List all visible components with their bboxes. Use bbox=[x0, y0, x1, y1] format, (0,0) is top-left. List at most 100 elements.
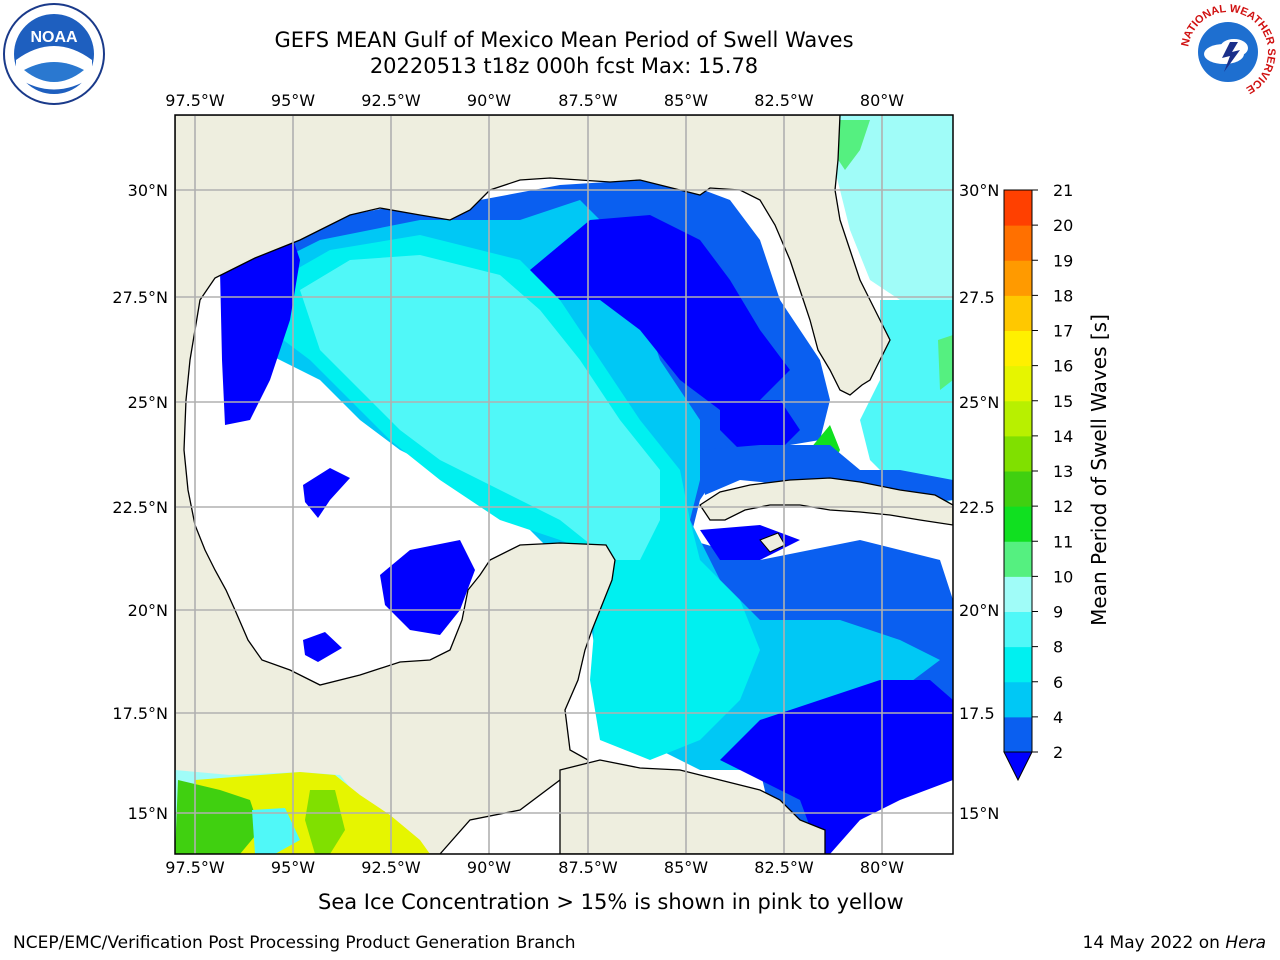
lat-label-right: 22.5 bbox=[959, 498, 995, 517]
lon-label-bottom: 92.5°W bbox=[361, 858, 421, 877]
lon-label-bottom: 95°W bbox=[271, 858, 315, 877]
map-panel bbox=[175, 115, 953, 854]
colorbar-under-triangle bbox=[1003, 751, 1033, 782]
colorbar-segment bbox=[1004, 295, 1032, 331]
map-subtitle: 20220513 t18z 000h fcst Max: 15.78 bbox=[369, 54, 759, 78]
swell-fill-dark-9 bbox=[720, 400, 800, 450]
colorbar-tick-label: 19 bbox=[1053, 251, 1073, 270]
colorbar-tick-label: 9 bbox=[1053, 603, 1063, 622]
swell-fill-atlantic bbox=[835, 115, 953, 300]
swell-fill-atlantic-green bbox=[835, 120, 870, 170]
lat-label-left: 27.5°N bbox=[112, 288, 168, 307]
colorbar-label: Mean Period of Swell Waves [s] bbox=[1087, 314, 1111, 626]
colorbar-tick-label: 6 bbox=[1053, 673, 1063, 692]
lon-label-top: 95°W bbox=[271, 91, 315, 110]
swell-fill-8-9 bbox=[300, 255, 660, 560]
latitude-labels-left: 30°N 27.5°N 25°N 22.5°N 20°N 17.5°N 15°N bbox=[112, 181, 168, 823]
swell-fill-dark-4 bbox=[220, 230, 300, 425]
longitude-labels-top: 97.5°W 95°W 92.5°W 90°W 87.5°W 85°W 82.5°W 80°W bbox=[165, 91, 904, 110]
lon-label-bottom: 85°W bbox=[664, 858, 708, 877]
colorbar-tick-label: 15 bbox=[1053, 392, 1073, 411]
colorbar-segment bbox=[1004, 260, 1032, 296]
swell-fill-dark-6 bbox=[303, 468, 350, 518]
lon-label-bottom: 97.5°W bbox=[165, 858, 225, 877]
swell-fill-bahamas-green-2 bbox=[938, 335, 953, 390]
lat-label-right: 17.5 bbox=[959, 704, 995, 723]
colorbar-segment bbox=[1004, 330, 1032, 367]
colorbar-segment bbox=[1004, 681, 1032, 718]
colorbar-tick-label: 10 bbox=[1053, 567, 1073, 586]
lon-label-top: 87.5°W bbox=[558, 91, 618, 110]
lat-label-left: 30°N bbox=[128, 181, 168, 200]
lon-label-bottom: 87.5°W bbox=[558, 858, 618, 877]
lon-label-bottom: 80°W bbox=[860, 858, 904, 877]
lon-label-top: 82.5°W bbox=[754, 91, 814, 110]
pacific-fill-cyan bbox=[252, 808, 300, 854]
latitude-labels-right: 30°N 27.5 25°N 22.5 20°N 17.5 15°N bbox=[959, 181, 999, 823]
map-gridlines bbox=[175, 115, 953, 854]
lon-label-top: 80°W bbox=[860, 91, 904, 110]
footer-right: 14 May 2022 on Hera bbox=[1083, 933, 1267, 953]
lat-label-left: 20°N bbox=[128, 601, 168, 620]
colorbar-tick-label: 18 bbox=[1053, 286, 1073, 305]
land-small-island bbox=[759, 532, 786, 553]
lat-label-right: 27.5 bbox=[959, 288, 995, 307]
lon-label-top: 97.5°W bbox=[165, 91, 225, 110]
sea-ice-note: Sea Ice Concentration > 15% is shown in … bbox=[318, 890, 904, 914]
colorbar-segment bbox=[1004, 611, 1032, 648]
colorbar-segment bbox=[1004, 471, 1032, 507]
colorbar-segment bbox=[1004, 576, 1032, 612]
colorbar-segment bbox=[1004, 506, 1032, 542]
footer-left: NCEP/EMC/Verification Post Processing Pr… bbox=[13, 933, 576, 953]
swell-fill-dark-2 bbox=[530, 215, 790, 410]
lon-label-top: 85°W bbox=[664, 91, 708, 110]
colorbar-tick-label: 20 bbox=[1053, 216, 1073, 235]
lat-label-left: 25°N bbox=[128, 393, 168, 412]
lat-label-right: 30°N bbox=[959, 181, 999, 200]
colorbar: 2 4 6 8 9 10 11 12 13 14 15 16 17 18 19 20 21 bbox=[1003, 181, 1073, 782]
colorbar-tick-label: 2 bbox=[1053, 743, 1063, 762]
colorbar-segment bbox=[1004, 225, 1032, 261]
lat-label-left: 17.5°N bbox=[112, 704, 168, 723]
colorbar-tick-label: 13 bbox=[1053, 462, 1073, 481]
colorbar-tick-label: 17 bbox=[1053, 322, 1073, 341]
colorbar-segment bbox=[1004, 400, 1032, 437]
lat-label-right: 25°N bbox=[959, 393, 999, 412]
lon-label-bottom: 90°W bbox=[467, 858, 511, 877]
pacific-fill-green bbox=[175, 780, 260, 854]
colorbar-tick-label: 16 bbox=[1053, 357, 1073, 376]
colorbar-segment bbox=[1004, 365, 1032, 402]
lon-label-top: 92.5°W bbox=[361, 91, 421, 110]
lat-label-right: 20°N bbox=[959, 601, 999, 620]
colorbar-tick-label: 11 bbox=[1053, 532, 1073, 551]
swell-fill-dark-5 bbox=[380, 540, 475, 635]
colorbar-segment bbox=[1004, 716, 1032, 753]
colorbar-segment bbox=[1004, 435, 1032, 472]
colorbar-tick-label: 8 bbox=[1053, 638, 1063, 657]
colorbar-segment bbox=[1004, 541, 1032, 577]
colorbar-tick-label: 14 bbox=[1053, 427, 1073, 446]
colorbar-tick-label: 21 bbox=[1053, 181, 1073, 200]
land-cuba bbox=[699, 477, 953, 526]
swell-fill-dark-7 bbox=[303, 632, 342, 662]
lat-label-left: 22.5°N bbox=[112, 498, 168, 517]
lon-label-top: 90°W bbox=[467, 91, 511, 110]
footer-host: Hera bbox=[1225, 933, 1266, 953]
colorbar-tick-label: 12 bbox=[1053, 497, 1073, 516]
longitude-labels-bottom: 97.5°W 95°W 92.5°W 90°W 87.5°W 85°W 82.5°W 80°W bbox=[165, 858, 904, 877]
pacific-fill-lightgreen bbox=[305, 790, 345, 854]
lat-label-right: 15°N bbox=[959, 804, 999, 823]
lat-label-left: 15°N bbox=[128, 804, 168, 823]
swell-fill-dark-3 bbox=[720, 680, 953, 854]
land-central-america bbox=[559, 759, 826, 854]
colorbar-segment bbox=[1004, 646, 1032, 683]
lon-label-bottom: 82.5°W bbox=[754, 858, 814, 877]
nws-logo: NATIONAL WEATHER SERVICE bbox=[1178, 2, 1278, 102]
colorbar-tick-label: 4 bbox=[1053, 708, 1063, 727]
footer-date: 14 May 2022 on bbox=[1082, 933, 1226, 953]
colorbar-segment bbox=[1004, 190, 1032, 226]
map-frame bbox=[174, 114, 954, 855]
noaa-logo: NOAA bbox=[2, 2, 106, 106]
noaa-logo-text: NOAA bbox=[30, 29, 78, 46]
